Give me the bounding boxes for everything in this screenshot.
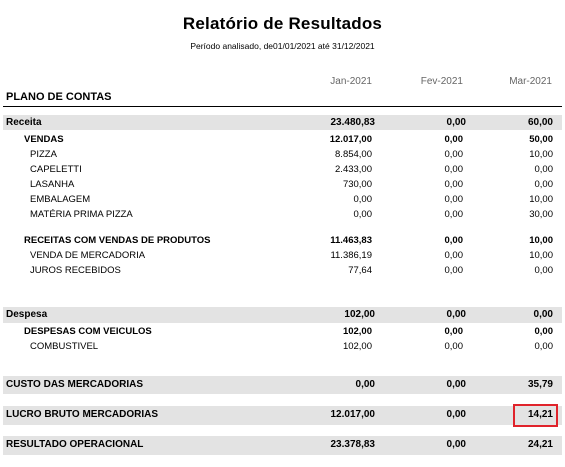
value-fev: 0,00 [446, 409, 466, 420]
value-jan: 8.854,00 [335, 149, 372, 160]
value-jan: 12.017,00 [329, 134, 372, 145]
value-fev: 0,00 [444, 164, 464, 175]
value-fev: 0,00 [444, 134, 464, 145]
value-fev: 0,00 [444, 179, 464, 190]
row-despesas-veiculos: DESPESAS COM VEICULOS 102,00 0,00 0,00 [0, 324, 565, 339]
band-custo: CUSTO DAS MERCADORIAS 0,00 0,00 35,79 [3, 376, 562, 394]
value-jan: 0,00 [355, 379, 375, 390]
row-label: COMBUSTIVEL [30, 341, 99, 352]
value-mar: 35,79 [527, 379, 553, 390]
value-fev: 0,00 [446, 117, 466, 128]
row-label: JUROS RECEBIDOS [30, 265, 121, 276]
value-fev: 0,00 [446, 379, 466, 390]
row-label: VENDA DE MERCADORIA [30, 250, 146, 261]
row-label: DESPESAS COM VEICULOS [24, 326, 152, 337]
value-mar: 10,00 [529, 250, 553, 261]
value-mar: 30,00 [529, 209, 553, 220]
row-label: EMBALAGEM [30, 194, 91, 205]
band-lucro: LUCRO BRUTO MERCADORIAS 12.017,00 0,00 1… [3, 406, 562, 425]
column-header-mar: Mar-2021 [509, 76, 552, 87]
column-header-jan: Jan-2021 [330, 76, 372, 87]
row-receitas-vendas: RECEITAS COM VENDAS DE PRODUTOS 11.463,8… [0, 233, 565, 248]
value-fev: 0,00 [444, 149, 464, 160]
value-mar: 10,00 [529, 194, 553, 205]
value-jan: 77,64 [348, 265, 372, 276]
row-venda-mercadoria: VENDA DE MERCADORIA 11.386,19 0,00 10,00 [0, 248, 565, 263]
value-mar: 0,00 [534, 341, 554, 352]
band-label: Receita [6, 117, 42, 128]
value-mar: 60,00 [527, 117, 553, 128]
band-label: CUSTO DAS MERCADORIAS [6, 379, 144, 390]
value-fev: 0,00 [444, 235, 464, 246]
value-mar: 10,00 [529, 149, 553, 160]
value-fev: 0,00 [444, 250, 464, 261]
value-mar: 0,00 [534, 179, 554, 190]
value-jan: 0,00 [353, 194, 373, 205]
row-combustivel: COMBUSTIVEL 102,00 0,00 0,00 [0, 339, 565, 354]
value-jan: 2.433,00 [335, 164, 372, 175]
row-label: MATÉRIA PRIMA PIZZA [30, 209, 133, 220]
value-fev: 0,00 [444, 209, 464, 220]
value-jan: 23.480,83 [330, 117, 376, 128]
row-embalagem: EMBALAGEM 0,00 0,00 10,00 [0, 192, 565, 207]
row-pizza: PIZZA 8.854,00 0,00 10,00 [0, 147, 565, 162]
band-receita: Receita 23.480,83 0,00 60,00 [3, 115, 562, 130]
value-jan: 23.378,83 [330, 439, 376, 450]
value-mar: 24,21 [527, 439, 553, 450]
value-fev: 0,00 [446, 309, 466, 320]
row-label: CAPELETTI [30, 164, 82, 175]
value-mar: 14,21 [527, 409, 553, 420]
band-label: Despesa [6, 309, 48, 320]
band-resultado: RESULTADO OPERACIONAL 23.378,83 0,00 24,… [3, 436, 562, 455]
value-jan: 102,00 [342, 326, 372, 337]
value-jan: 730,00 [342, 179, 372, 190]
value-fev: 0,00 [444, 265, 464, 276]
row-capeletti: CAPELETTI 2.433,00 0,00 0,00 [0, 162, 565, 177]
row-lasanha: LASANHA 730,00 0,00 0,00 [0, 177, 565, 192]
row-label: LASANHA [30, 179, 75, 190]
row-label: RECEITAS COM VENDAS DE PRODUTOS [24, 235, 211, 246]
value-jan: 11.463,83 [330, 235, 372, 246]
value-fev: 0,00 [444, 326, 464, 337]
row-label: PIZZA [30, 149, 57, 160]
value-fev: 0,00 [444, 194, 464, 205]
row-label: VENDAS [24, 134, 64, 145]
column-header-fev: Fev-2021 [420, 76, 463, 87]
row-juros: JUROS RECEBIDOS 77,64 0,00 0,00 [0, 263, 565, 278]
value-jan: 102,00 [342, 341, 372, 352]
value-mar: 10,00 [529, 235, 553, 246]
report-period: Período analisado, de01/01/2021 até 31/1… [190, 41, 375, 51]
band-label: LUCRO BRUTO MERCADORIAS [6, 409, 159, 420]
band-label: RESULTADO OPERACIONAL [6, 439, 144, 450]
value-mar: 50,00 [529, 134, 553, 145]
row-vendas: VENDAS 12.017,00 0,00 50,00 [0, 132, 565, 147]
value-mar: 0,00 [534, 265, 554, 276]
plan-header: PLANO DE CONTAS [6, 91, 112, 103]
report-title: Relatório de Resultados [182, 14, 383, 33]
value-jan: 12.017,00 [330, 409, 376, 420]
highlight-box [513, 404, 558, 427]
band-despesa: Despesa 102,00 0,00 0,00 [3, 307, 562, 323]
value-fev: 0,00 [444, 341, 464, 352]
value-mar: 0,00 [534, 326, 554, 337]
row-materia-prima: MATÉRIA PRIMA PIZZA 0,00 0,00 30,00 [0, 207, 565, 222]
value-jan: 0,00 [353, 209, 373, 220]
header-divider [3, 106, 562, 107]
value-mar: 0,00 [534, 164, 554, 175]
value-mar: 0,00 [533, 309, 553, 320]
value-jan: 102,00 [344, 309, 375, 320]
value-jan: 11.386,19 [330, 250, 372, 261]
value-fev: 0,00 [446, 439, 466, 450]
